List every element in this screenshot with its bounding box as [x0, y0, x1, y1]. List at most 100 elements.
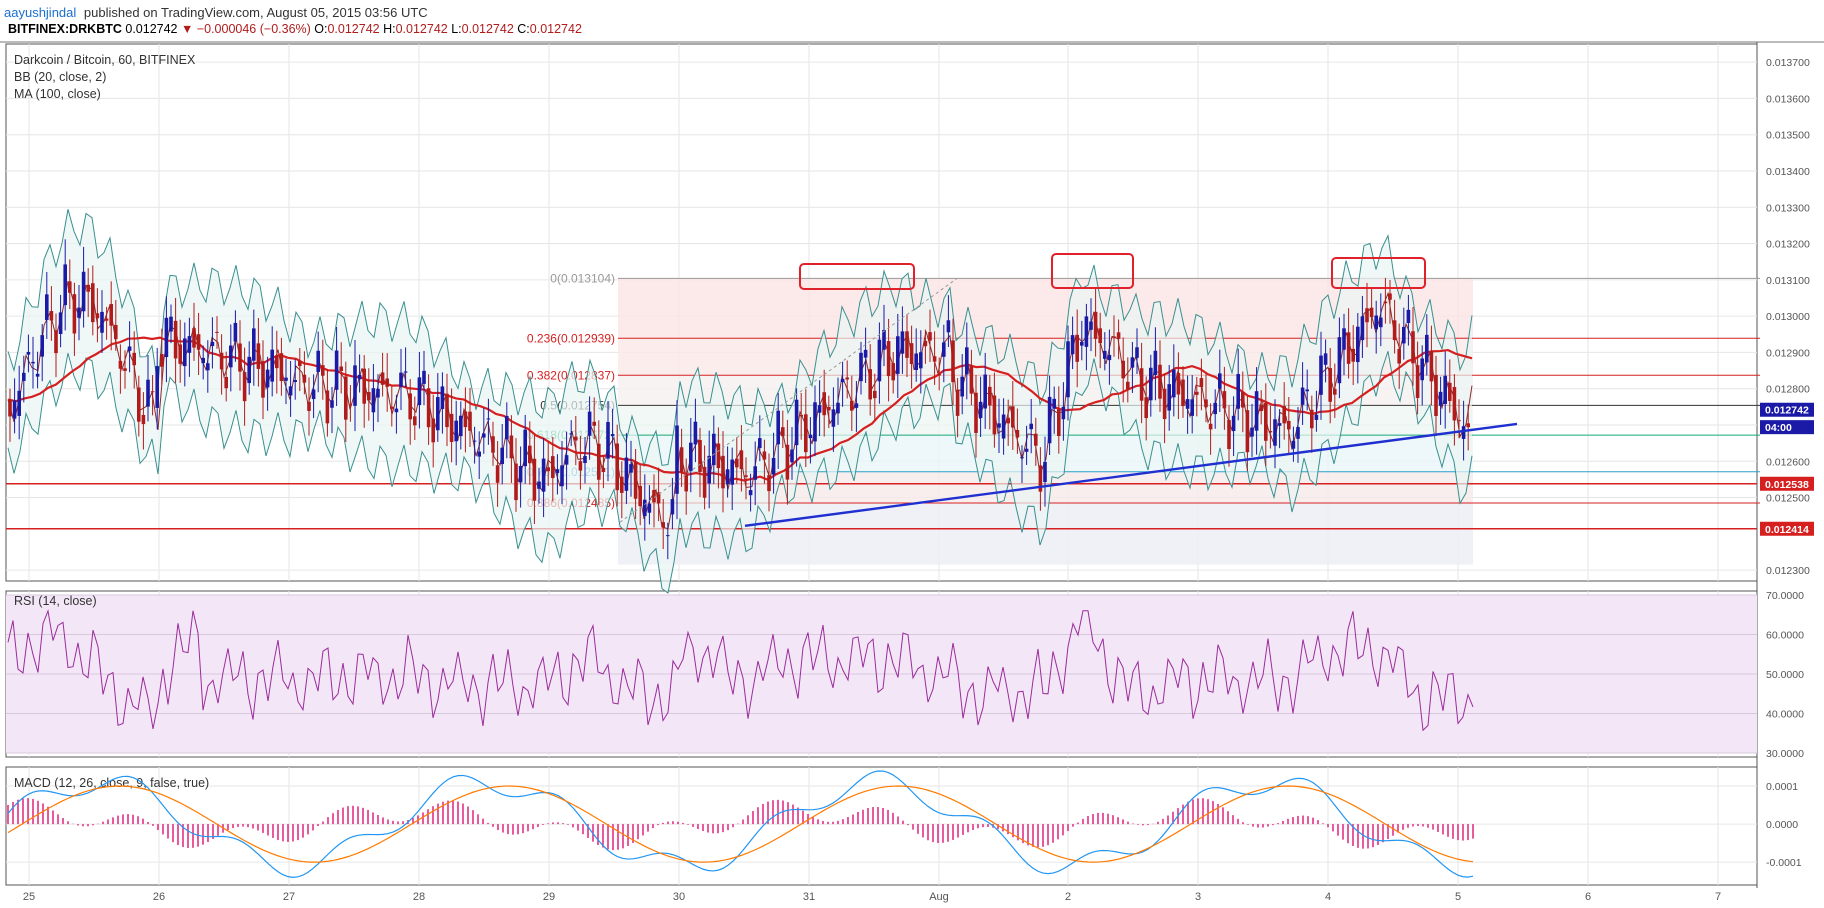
candle-body — [81, 271, 86, 312]
publish-header: aayushjindal published on TradingView.co… — [0, 0, 1824, 26]
candle-body — [1425, 334, 1429, 363]
candle-body — [160, 353, 164, 367]
rsi-tick-label: 70.0000 — [1766, 590, 1804, 602]
candle-body — [1245, 410, 1250, 453]
candle-body — [845, 377, 849, 380]
candle-body — [1181, 379, 1185, 407]
candle-body — [1287, 420, 1291, 430]
candle-body — [486, 418, 491, 420]
candle-body — [569, 433, 573, 435]
candle-body — [555, 469, 560, 474]
candle-body — [141, 414, 146, 425]
candle-body — [210, 341, 215, 347]
candle-body — [1093, 311, 1098, 339]
candle-body — [537, 481, 541, 489]
candle-body — [1227, 420, 1231, 450]
candle-body — [633, 461, 638, 499]
candle-body — [1351, 348, 1355, 362]
candle-body — [288, 386, 293, 396]
candle-body — [86, 284, 90, 292]
candle-body — [1402, 326, 1406, 344]
candle-body — [721, 455, 725, 489]
candle-body — [431, 418, 435, 443]
price-tag — [1760, 476, 1814, 491]
candle-body — [1241, 391, 1245, 408]
candle-body — [1052, 398, 1056, 409]
candle-body — [242, 372, 247, 402]
candle-body — [592, 421, 596, 426]
candle-body — [127, 346, 132, 351]
y-tick-label: 0.012900 — [1766, 347, 1810, 359]
candle-body — [840, 379, 845, 383]
candle-body — [261, 361, 265, 398]
candle-body — [1369, 307, 1374, 318]
candle-body — [928, 332, 932, 341]
x-tick-label: 3 — [1195, 891, 1201, 903]
candle-body — [1420, 358, 1424, 381]
x-tick-label: 2 — [1065, 891, 1071, 903]
candle-body — [1277, 423, 1282, 426]
candle-body — [196, 334, 201, 350]
candle-body — [509, 435, 514, 459]
candle-body — [463, 411, 468, 428]
candle-body — [1024, 448, 1029, 452]
candle-body — [187, 336, 192, 353]
rsi-tick-label: 30.0000 — [1766, 748, 1804, 760]
author-link[interactable]: aayushjindal — [4, 5, 77, 20]
candle-body — [560, 465, 564, 487]
candle-body — [643, 499, 647, 517]
candle-body — [1190, 399, 1194, 416]
legend-rsi: RSI (14, close) — [14, 594, 97, 608]
candle-body — [169, 316, 173, 332]
y-tick-label: 0.013400 — [1766, 166, 1810, 178]
candle-body — [909, 343, 914, 364]
candle-body — [836, 402, 840, 414]
candle-body — [164, 317, 169, 358]
candle-body — [574, 436, 578, 441]
candle-body — [1218, 373, 1222, 389]
candle-body — [629, 464, 633, 473]
candle-body — [505, 415, 509, 440]
candle-body — [817, 405, 822, 413]
symbol-name: BITFINEX:DRKBTC — [8, 22, 122, 36]
candle-body — [1213, 402, 1217, 415]
candle-body — [58, 312, 63, 335]
close-value: 0.012742 — [530, 22, 582, 36]
high-value: 0.012742 — [396, 22, 448, 36]
candle-body — [72, 294, 77, 334]
candle-body — [491, 436, 495, 453]
candle-body — [919, 352, 923, 369]
x-tick-label: 7 — [1715, 891, 1721, 903]
rsi-line — [7, 609, 1474, 732]
candle-body — [1089, 321, 1093, 330]
candle-body — [1057, 409, 1061, 437]
candle-body — [914, 353, 918, 371]
candle-body — [946, 320, 951, 333]
candle-body — [744, 475, 748, 477]
x-tick-label: 31 — [803, 891, 815, 903]
candle-body — [1103, 350, 1107, 359]
candle-body — [1204, 399, 1208, 408]
candle-body — [776, 410, 780, 445]
price-tag-label: 0.012414 — [1765, 524, 1809, 536]
signal-line — [7, 785, 1474, 863]
candle-body — [546, 467, 550, 472]
candle-body — [932, 356, 937, 362]
candle-body — [201, 357, 205, 364]
candle-body — [275, 355, 279, 369]
candle-body — [298, 361, 302, 367]
candle-body — [1415, 365, 1420, 398]
candle-body — [767, 475, 771, 492]
candle-body — [247, 356, 251, 384]
candle-body — [1112, 336, 1116, 338]
candle-body — [252, 328, 256, 361]
candle-body — [905, 331, 909, 358]
candle-body — [532, 458, 537, 501]
candle-body — [799, 414, 803, 417]
candle-body — [1319, 355, 1323, 395]
x-tick-label: Aug — [929, 891, 949, 903]
candle-body — [482, 433, 486, 438]
candle-body — [923, 340, 928, 347]
candle-body — [357, 374, 362, 380]
